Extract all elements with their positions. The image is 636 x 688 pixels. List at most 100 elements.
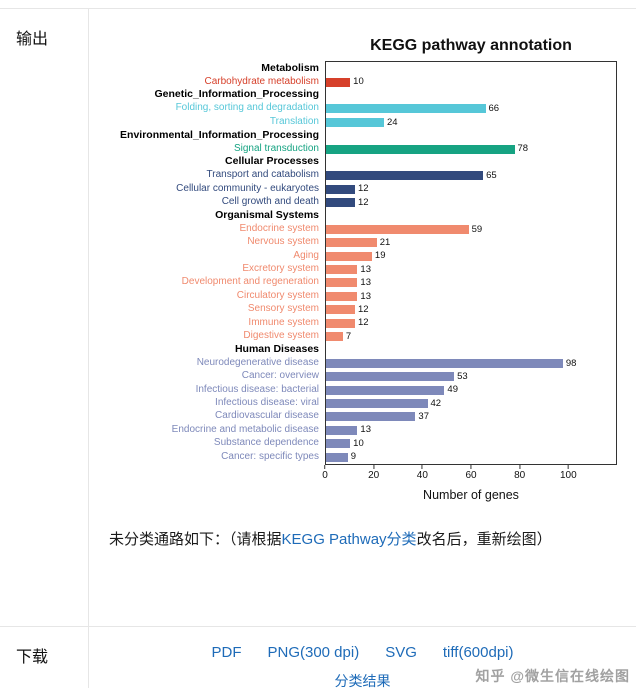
chart-bar-row: 12: [326, 196, 616, 209]
chart-item-label: Folding, sorting and degradation: [175, 102, 319, 114]
bar-value-label: 12: [358, 317, 369, 329]
bar: [326, 278, 358, 288]
chart-bar-row: 78: [326, 142, 616, 155]
output-row: 输出 KEGG pathway annotation Metabolism Car…: [0, 9, 636, 626]
bar: [326, 224, 469, 234]
download-link-svg[interactable]: SVG: [385, 644, 417, 661]
bar: [326, 439, 351, 449]
x-tick-label: 20: [368, 469, 380, 481]
output-content: KEGG pathway annotation Metabolism Carboh…: [89, 9, 636, 626]
chart-item-label: Cancer: overview: [241, 370, 319, 382]
bar: [326, 425, 358, 435]
bar-value-label: 66: [488, 103, 500, 115]
chart-bar-row: 13: [326, 424, 616, 437]
chart-bar-row: 13: [326, 276, 616, 289]
chart-item-label: Development and regeneration: [181, 276, 319, 288]
download-content: PDF PNG(300 dpi) SVG tiff(600dpi) 分类结果: [89, 627, 636, 688]
chart-bar-row: 10: [326, 75, 616, 88]
chart-bar-row: 59: [326, 223, 616, 236]
chart-bar-row: 10: [326, 437, 616, 450]
bar: [326, 251, 372, 261]
chart-item-label: Endocrine and metabolic disease: [171, 423, 319, 435]
bar-value-label: 9: [350, 451, 357, 463]
chart-item-label: Carbohydrate metabolism: [204, 75, 320, 87]
bar: [326, 238, 377, 248]
bar-value-label: 59: [471, 223, 483, 235]
chart-item-label: Circulatory system: [236, 289, 319, 301]
bar: [326, 117, 384, 127]
download-label-text: 下载: [16, 649, 49, 666]
chart-bar-row: 9: [326, 450, 616, 463]
chart-item-label: Cardiovascular disease: [215, 410, 319, 422]
chart-x-axis-label: Number of genes: [423, 487, 519, 502]
bar: [326, 171, 484, 181]
chart-item-label: Excretory system: [242, 263, 319, 275]
output-row-label: 输出: [0, 9, 89, 626]
chart-category-label: Organismal Systems: [215, 208, 319, 221]
chart-item-label: Cancer: specific types: [221, 450, 319, 462]
bar: [326, 372, 455, 382]
bar: [326, 198, 355, 208]
x-tick-label: 80: [514, 469, 526, 481]
chart-bar-row: [326, 129, 616, 142]
bar-value-label: 13: [360, 424, 371, 436]
chart-x-axis: 0 20 40 60 80 100: [322, 464, 617, 485]
bar-value-label: 12: [358, 196, 369, 208]
bar: [326, 412, 416, 422]
chart-bar-row: 66: [326, 102, 616, 115]
chart-category-label: Cellular Processes: [225, 155, 319, 168]
bar-value-label: 98: [565, 357, 577, 369]
bar-value-label: 65: [486, 170, 497, 182]
chart-bar-row: 49: [326, 383, 616, 396]
chart-bar-row: 24: [326, 116, 616, 129]
classification-result-link[interactable]: 分类结果: [334, 673, 391, 688]
chart-bar-row: 7: [326, 330, 616, 343]
chart-item-label: Sensory system: [247, 303, 319, 315]
chart-bar-row: 37: [326, 410, 616, 423]
chart-bar-row: [326, 62, 616, 75]
bar-value-label: 10: [353, 76, 364, 88]
note-text: 未分类通路如下：（请根据KEGG Pathway分类改名后，重新绘图）: [109, 528, 636, 549]
download-row: 下载 PDF PNG(300 dpi) SVG tiff(600dpi) 分类结果: [0, 626, 636, 688]
chart-item-label: Substance dependence: [213, 437, 319, 449]
x-tick-mark: [324, 464, 326, 469]
x-tick-mark: [470, 464, 472, 469]
bar-value-label: 12: [358, 183, 369, 195]
chart-title: KEGG pathway annotation: [370, 37, 572, 54]
x-tick: 100: [560, 464, 577, 481]
bar-value-label: 13: [360, 277, 371, 289]
chart-item-label: Infectious disease: viral: [215, 396, 319, 408]
chart-bar-row: 98: [326, 357, 616, 370]
chart-bar-row: 65: [326, 169, 616, 182]
bar: [326, 291, 358, 301]
download-link-png-300-dpi[interactable]: PNG(300 dpi): [267, 644, 360, 661]
bar: [326, 318, 355, 328]
chart-item-label: Signal transduction: [233, 142, 319, 154]
download-link-pdf[interactable]: PDF: [211, 644, 242, 661]
kegg-pathway-classification-link[interactable]: KEGG Pathway分类: [281, 530, 417, 548]
output-label-text: 输出: [16, 31, 49, 48]
kegg-chart: KEGG pathway annotation Metabolism Carboh…: [120, 37, 636, 502]
x-tick-label: 40: [416, 469, 428, 481]
chart-bar-row: 12: [326, 316, 616, 329]
bar-value-label: 7: [345, 330, 352, 342]
chart-bar-row: [326, 156, 616, 169]
x-tick: 0: [322, 464, 328, 481]
x-tick-mark: [519, 464, 521, 469]
download-links: PDF PNG(300 dpi) SVG tiff(600dpi): [89, 644, 636, 661]
chart-bar-row: [326, 89, 616, 102]
chart-category-label: Genetic_Information_Processing: [154, 88, 319, 101]
bar: [326, 332, 343, 341]
bar-value-label: 42: [430, 397, 442, 409]
x-tick: 40: [416, 464, 428, 481]
chart-bar-row: 13: [326, 290, 616, 303]
x-tick: 60: [465, 464, 477, 481]
bar-value-label: 12: [358, 303, 369, 315]
chart-item-label: Cellular community - eukaryotes: [176, 182, 319, 194]
result-line: 分类结果: [89, 671, 636, 688]
chart-y-labels: Metabolism Carbohydrate metabolism Genetic…: [120, 61, 325, 465]
download-link-tiff-600dpi[interactable]: tiff(600dpi): [442, 644, 514, 661]
note-before: 未分类通路如下：（请根据: [109, 530, 282, 548]
bar-value-label: 13: [360, 290, 371, 302]
